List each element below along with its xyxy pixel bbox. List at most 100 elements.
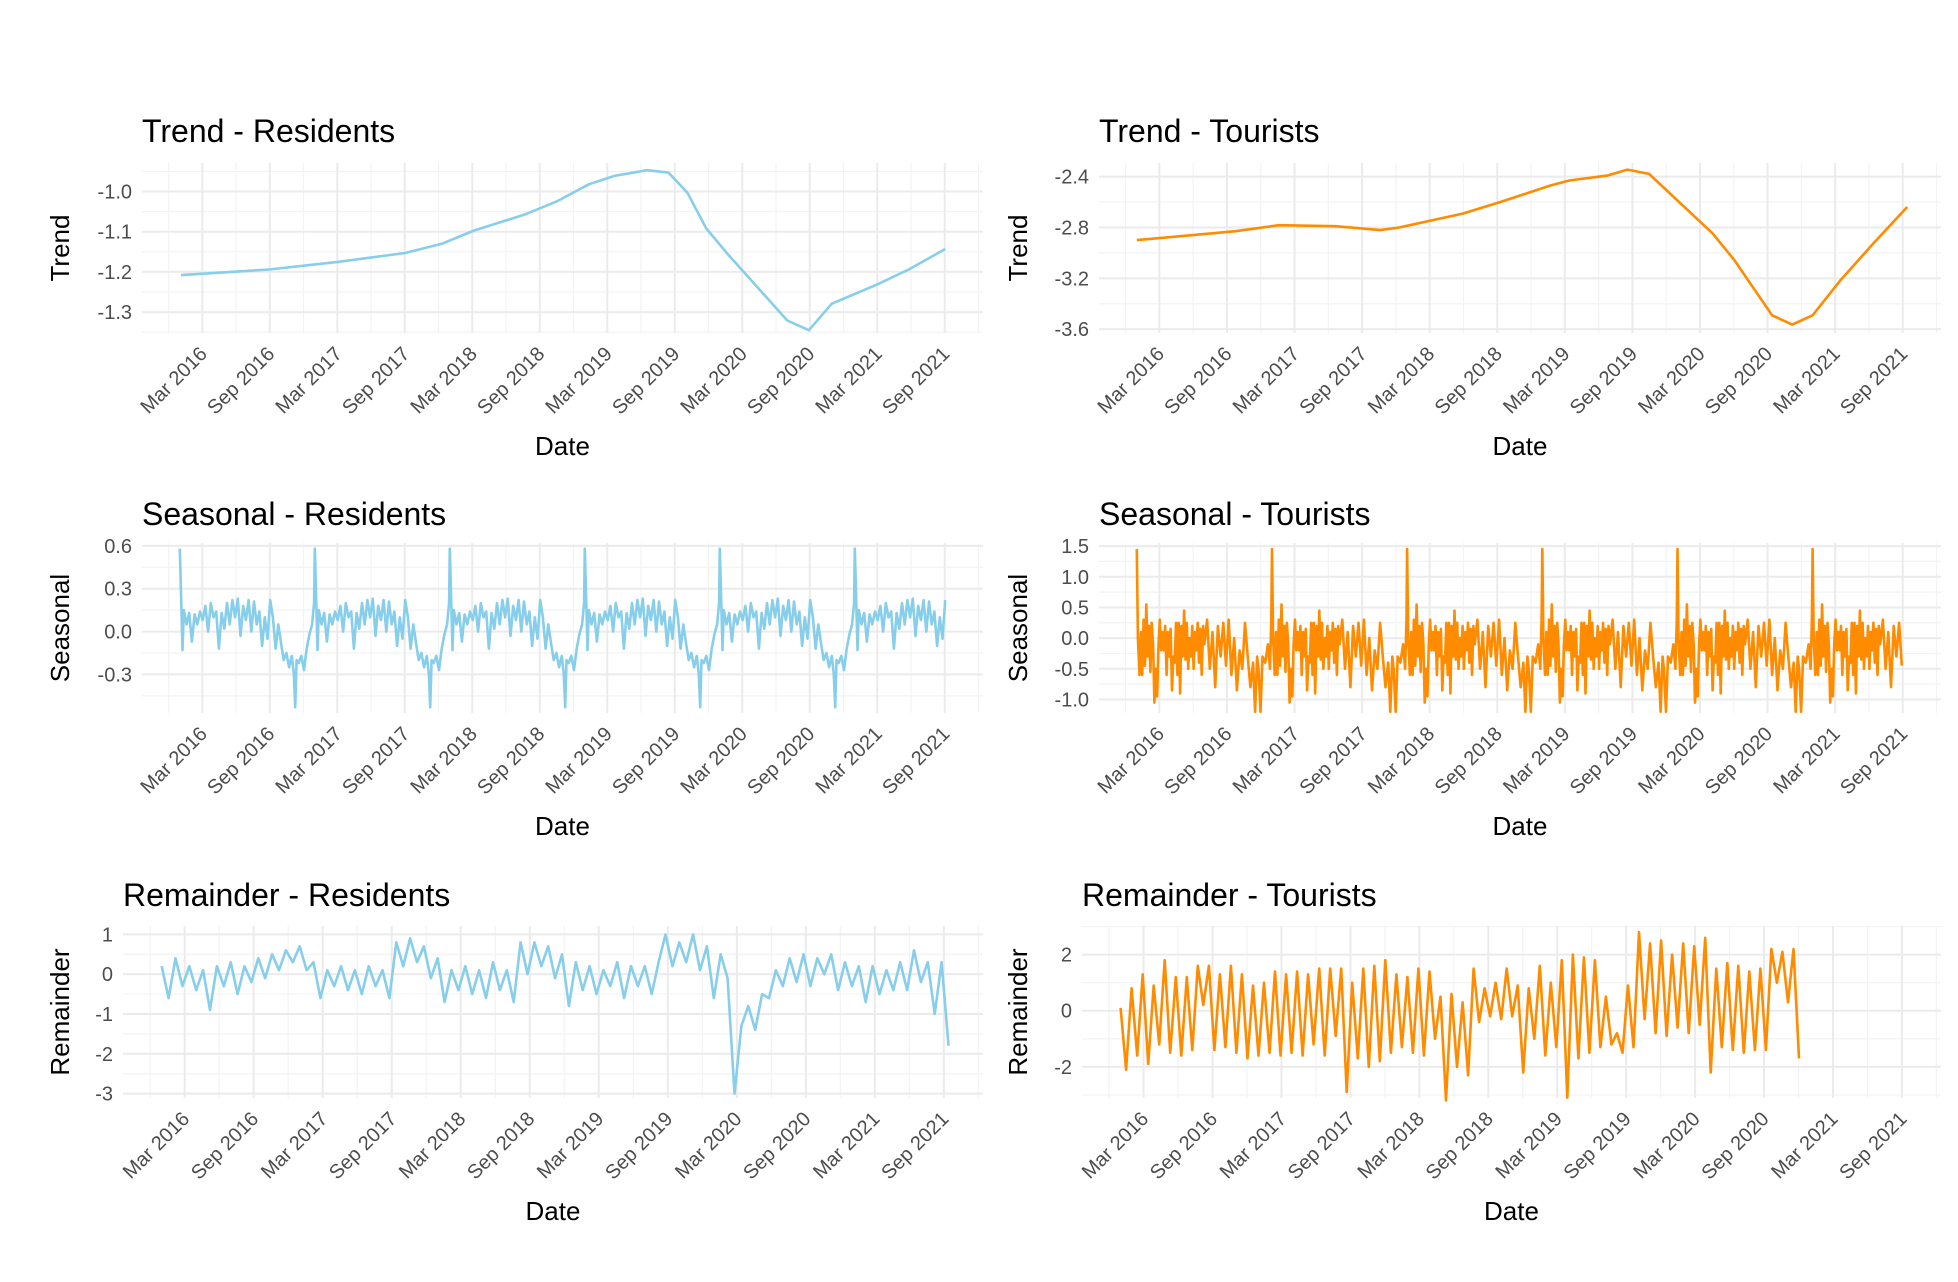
panel-title: Remainder - Residents: [123, 877, 450, 913]
x-tick-label: Mar 2018: [1354, 1108, 1429, 1183]
y-tick-label: -3.2: [1055, 268, 1089, 290]
y-tick-label: -0.5: [1055, 659, 1089, 681]
y-tick-label: 0.0: [1061, 628, 1089, 650]
x-tick-label: Mar 2020: [1634, 723, 1709, 798]
x-axis-title: Date: [535, 811, 590, 841]
y-tick-label: -0.3: [98, 664, 132, 686]
x-tick-label: Sep 2021: [1836, 723, 1912, 799]
y-tick-label: -2: [95, 1044, 113, 1066]
y-tick-label: 1.0: [1061, 567, 1089, 589]
x-tick-label: Mar 2017: [257, 1108, 332, 1183]
x-tick-label: Mar 2020: [676, 723, 751, 798]
x-tick-label: Mar 2016: [137, 723, 212, 798]
series-line-remainder-tourists: [1119, 930, 1801, 1102]
panel-title: Seasonal - Tourists: [1099, 496, 1371, 532]
x-tick-label: Mar 2017: [272, 343, 347, 418]
x-tick-label: Mar 2020: [671, 1108, 746, 1183]
x-tick-label: Sep 2017: [1296, 343, 1372, 419]
x-tick-label: Sep 2018: [1431, 723, 1507, 799]
x-tick-label: Mar 2021: [811, 343, 886, 418]
y-axis-title: Seasonal: [45, 574, 75, 682]
y-tick-label: -1.2: [98, 262, 132, 284]
x-tick-label: Mar 2019: [533, 1108, 608, 1183]
x-tick-label: Mar 2021: [811, 723, 886, 798]
x-tick-label: Sep 2017: [325, 1108, 401, 1184]
x-tick-label: Mar 2021: [1769, 343, 1844, 418]
x-tick-label: Mar 2019: [1491, 1108, 1566, 1183]
y-tick-label: -2: [1054, 1057, 1072, 1079]
x-tick-label: Sep 2020: [743, 723, 819, 799]
x-tick-label: Sep 2021: [1835, 1108, 1911, 1184]
y-tick-label: 1.5: [1061, 536, 1089, 558]
x-tick-label: Mar 2016: [137, 343, 212, 418]
x-tick-label: Mar 2019: [542, 343, 617, 418]
x-tick-label: Mar 2017: [1216, 1108, 1291, 1183]
y-tick-label: -3: [95, 1084, 113, 1106]
y-tick-label: 0: [102, 964, 113, 986]
panel-title: Seasonal - Residents: [142, 496, 446, 532]
x-tick-label: Mar 2016: [119, 1108, 194, 1183]
x-tick-label: Sep 2016: [203, 343, 279, 419]
x-tick-label: Mar 2018: [1364, 723, 1439, 798]
x-tick-label: Sep 2016: [1160, 343, 1236, 419]
y-tick-label: -1.0: [1055, 689, 1089, 711]
y-tick-label: -2.4: [1055, 167, 1089, 189]
x-tick-label: Mar 2019: [1499, 343, 1574, 418]
y-axis-title: Trend: [1003, 215, 1033, 282]
y-tick-label: -3.6: [1055, 319, 1089, 341]
x-tick-label: Mar 2021: [1767, 1108, 1842, 1183]
x-tick-label: Sep 2019: [1566, 723, 1642, 799]
y-axis-title: Seasonal: [1003, 574, 1033, 682]
y-tick-label: -1.1: [98, 222, 132, 244]
y-tick-label: 0.3: [104, 579, 132, 601]
x-tick-label: Sep 2019: [1566, 343, 1642, 419]
x-axis-title: Date: [526, 1196, 581, 1226]
y-tick-label: 0.0: [104, 622, 132, 644]
x-tick-label: Mar 2020: [676, 343, 751, 418]
x-tick-label: Sep 2017: [338, 723, 414, 799]
x-tick-label: Mar 2017: [1229, 343, 1304, 418]
x-tick-label: Sep 2019: [608, 343, 684, 419]
x-tick-label: Sep 2021: [1836, 343, 1912, 419]
y-tick-label: 0.6: [104, 536, 132, 558]
x-tick-label: Sep 2018: [473, 343, 549, 419]
x-tick-label: Sep 2019: [608, 723, 684, 799]
x-axis-title: Date: [1484, 1196, 1539, 1226]
y-axis-title: Remainder: [45, 948, 75, 1076]
y-axis-title: Remainder: [1003, 948, 1033, 1076]
x-axis-title: Date: [1493, 431, 1548, 461]
series-line-seasonal-residents: [178, 547, 947, 709]
x-tick-label: Sep 2020: [1697, 1108, 1773, 1184]
x-tick-label: Sep 2016: [203, 723, 279, 799]
x-axis-title: Date: [535, 431, 590, 461]
x-tick-label: Sep 2016: [187, 1108, 263, 1184]
x-tick-label: Mar 2020: [1629, 1108, 1704, 1183]
x-tick-label: Mar 2021: [809, 1108, 884, 1183]
x-tick-label: Sep 2018: [1422, 1108, 1498, 1184]
x-tick-label: Sep 2018: [473, 723, 549, 799]
x-axis-title: Date: [1493, 811, 1548, 841]
y-tick-label: -1: [95, 1004, 113, 1026]
series-line-trend-residents: [181, 168, 946, 332]
x-tick-label: Sep 2017: [338, 343, 414, 419]
series-line-seasonal-tourists: [1135, 547, 1904, 714]
x-tick-label: Sep 2016: [1160, 723, 1236, 799]
x-tick-label: Sep 2021: [878, 343, 954, 419]
panel-title: Trend - Tourists: [1099, 113, 1320, 149]
x-tick-label: Sep 2017: [1296, 723, 1372, 799]
x-tick-label: Mar 2019: [542, 723, 617, 798]
x-tick-label: Sep 2020: [1701, 343, 1777, 419]
x-tick-label: Mar 2018: [395, 1108, 470, 1183]
x-tick-label: Mar 2018: [1364, 343, 1439, 418]
x-tick-label: Sep 2018: [1431, 343, 1507, 419]
x-tick-label: Mar 2017: [272, 723, 347, 798]
x-tick-label: Sep 2017: [1284, 1108, 1360, 1184]
x-tick-label: Mar 2018: [407, 343, 482, 418]
panel-title: Remainder - Tourists: [1082, 877, 1377, 913]
